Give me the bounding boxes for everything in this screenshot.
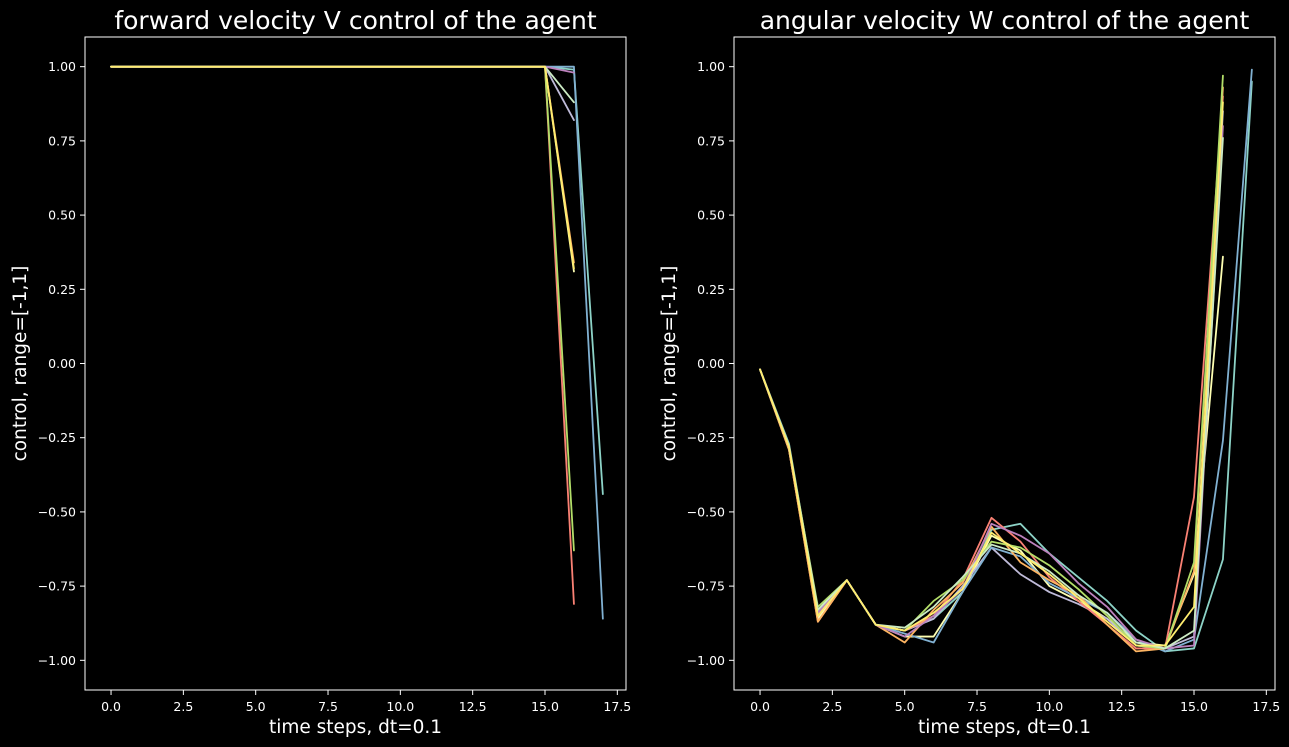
x-tick-label: 17.5 <box>1252 699 1280 714</box>
series-line-9 <box>110 65 575 104</box>
y-axis-label: control, range=[-1,1] <box>10 266 31 462</box>
y-tick-label: 0.00 <box>48 356 76 371</box>
series-line-8 <box>759 125 1224 650</box>
series-line-7 <box>759 74 1224 650</box>
series-line-4 <box>110 65 575 605</box>
y-axis: 1.00 0.75 0.50 0.25 0.00 −0.25 −0.50 −0.75 −1.00 <box>687 59 734 668</box>
y-tick-label: −1.00 <box>687 653 725 668</box>
series-line-10 <box>759 101 1224 647</box>
chart-title: angular velocity W control of the agent <box>760 6 1250 35</box>
y-tick-label: −0.75 <box>38 579 76 594</box>
series-group <box>759 68 1253 653</box>
series-line-6 <box>110 65 575 264</box>
x-tick-label: 0.0 <box>750 699 770 714</box>
y-tick-label: −0.25 <box>38 430 76 445</box>
x-tick-label: 17.5 <box>603 699 631 714</box>
series-line-4 <box>759 95 1224 650</box>
x-axis: 0.0 2.5 5.0 7.5 10.0 12.5 15.0 17.5 <box>750 690 1280 714</box>
x-tick-label: 2.5 <box>822 699 842 714</box>
series-line-6 <box>759 86 1224 653</box>
x-tick-label: 5.0 <box>895 699 915 714</box>
series-line-2 <box>759 255 1224 647</box>
y-tick-label: 1.00 <box>48 59 76 74</box>
y-tick-label: 1.00 <box>697 59 725 74</box>
x-tick-label: 12.5 <box>459 699 487 714</box>
series-line-3 <box>110 65 575 122</box>
x-axis: 0.0 2.5 5.0 7.5 10.0 12.5 15.0 17.5 <box>101 690 631 714</box>
series-line-9 <box>759 137 1224 650</box>
x-tick-label: 0.0 <box>101 699 121 714</box>
y-tick-label: −0.25 <box>687 430 725 445</box>
y-tick-label: −0.50 <box>38 504 76 519</box>
x-tick-label: 2.5 <box>173 699 193 714</box>
series-line-3 <box>759 110 1224 650</box>
x-tick-label: 7.5 <box>967 699 987 714</box>
series-line-1 <box>759 80 1253 653</box>
y-tick-label: 0.00 <box>697 356 725 371</box>
x-tick-label: 5.0 <box>246 699 266 714</box>
x-axis-label: time steps, dt=0.1 <box>269 717 442 738</box>
series-group <box>110 65 604 620</box>
x-axis-label: time steps, dt=0.1 <box>918 717 1091 738</box>
x-tick-label: 10.0 <box>1035 699 1063 714</box>
x-tick-label: 12.5 <box>1108 699 1136 714</box>
series-line-7 <box>110 65 575 552</box>
series-line-10 <box>110 65 575 270</box>
series-line-2 <box>110 65 575 273</box>
y-tick-label: 0.50 <box>48 208 76 223</box>
x-tick-label: 15.0 <box>1180 699 1208 714</box>
y-tick-label: −0.75 <box>687 579 725 594</box>
y-axis-label: control, range=[-1,1] <box>659 266 680 462</box>
series-line-5 <box>759 68 1253 653</box>
chart-title: forward velocity V control of the agent <box>114 6 597 35</box>
y-tick-label: −0.50 <box>687 504 725 519</box>
y-tick-label: 0.50 <box>697 208 725 223</box>
y-tick-label: −1.00 <box>38 653 76 668</box>
y-tick-label: 0.75 <box>697 133 725 148</box>
x-tick-label: 10.0 <box>386 699 414 714</box>
plot-frame <box>84 36 627 691</box>
y-tick-label: 0.25 <box>697 282 725 297</box>
x-tick-label: 15.0 <box>531 699 559 714</box>
y-tick-label: 0.25 <box>48 282 76 297</box>
y-tick-label: 0.75 <box>48 133 76 148</box>
y-axis: 1.00 0.75 0.50 0.25 0.00 −0.25 −0.50 −0.75 −1.00 <box>38 59 85 668</box>
angular-velocity-chart: 0.0 2.5 5.0 7.5 10.0 12.5 15.0 17.5 1.00 0.75 0.50… <box>659 6 1280 738</box>
series-line-1 <box>110 65 604 495</box>
x-tick-label: 7.5 <box>318 699 338 714</box>
forward-velocity-chart: 0.0 2.5 5.0 7.5 10.0 12.5 15.0 17.5 1.00 0.75 0.50… <box>10 6 631 738</box>
series-line-5 <box>110 65 604 620</box>
